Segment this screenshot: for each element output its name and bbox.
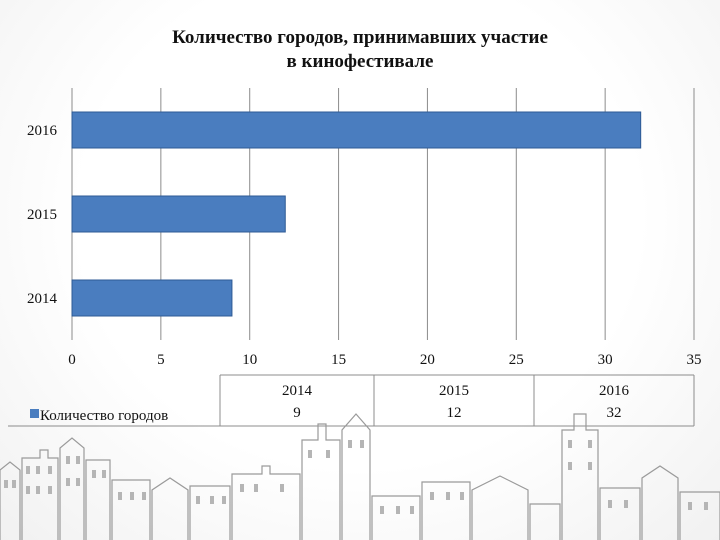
table-value: 32 <box>607 405 622 421</box>
legend-swatch <box>30 409 39 418</box>
table-header: 2016 <box>599 383 630 399</box>
x-tick-label: 5 <box>157 352 165 368</box>
category-label: 2015 <box>27 207 57 223</box>
chart-title: Количество городов, принимавших участие … <box>110 26 610 74</box>
table-value: 9 <box>293 405 301 421</box>
chart-title-line-2: в кинофестивале <box>286 51 434 72</box>
x-tick-label: 20 <box>420 352 435 368</box>
bar <box>71 195 286 233</box>
table-value: 12 <box>447 405 462 421</box>
city-skyline-icon <box>0 413 720 540</box>
table-row-label: Количество городов <box>40 408 168 424</box>
x-tick-label: 15 <box>331 352 346 368</box>
bar <box>71 111 642 149</box>
table-header: 2015 <box>439 383 469 399</box>
table-header: 2014 <box>282 383 313 399</box>
chart-title-line-1: Количество городов, принимавших участие <box>172 27 548 48</box>
category-label: 2016 <box>27 123 58 139</box>
category-label: 2014 <box>27 291 58 307</box>
x-tick-label: 10 <box>242 352 257 368</box>
x-tick-label: 30 <box>598 352 613 368</box>
bar <box>71 279 233 317</box>
x-tick-label: 35 <box>687 352 702 368</box>
x-tick-label: 25 <box>509 352 524 368</box>
x-tick-label: 0 <box>68 352 76 368</box>
